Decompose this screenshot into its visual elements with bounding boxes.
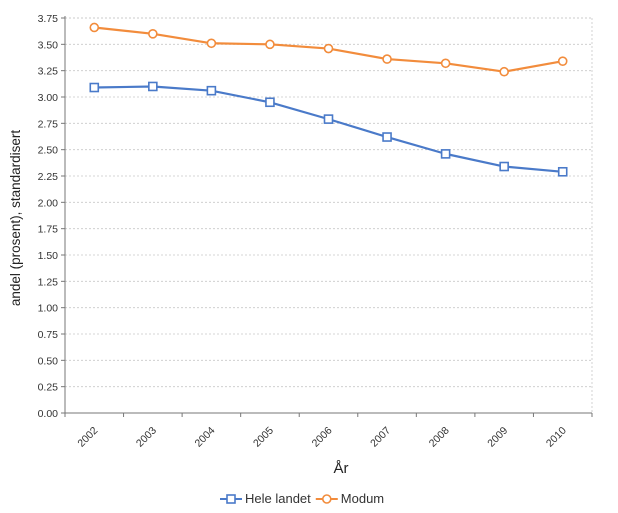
y-tick-label: 2.75: [38, 118, 59, 130]
x-tick-label: 2004: [193, 425, 218, 450]
x-tick-label: 2008: [427, 425, 452, 450]
legend-item-hele-landet: Hele landet: [220, 491, 311, 506]
x-tick-label: 2002: [75, 425, 100, 450]
y-tick-label: 2.25: [38, 171, 59, 183]
data-point-hele-landet: [265, 97, 275, 108]
data-point-hele-landet: [557, 166, 568, 177]
x-tick-label: 2007: [368, 425, 393, 450]
data-point-hele-landet: [499, 161, 509, 172]
y-tick-label: 2.50: [38, 145, 59, 157]
y-tick-label: 3.25: [38, 66, 59, 78]
legend-label: Modum: [341, 491, 384, 506]
y-tick-label: 2.00: [38, 197, 59, 209]
x-axis-label: År: [334, 460, 349, 477]
x-tick-label: 2005: [251, 425, 276, 450]
data-point-modum: [440, 58, 451, 69]
y-tick-label: 3.50: [38, 39, 59, 51]
y-tick-labels: 0.00 0.25 0.50 0.75 1.00 1.25 1.50 1.75 2.00 2.25…: [38, 13, 59, 420]
y-tick-label: 0.25: [38, 382, 59, 394]
y-tick-label: 1.25: [38, 276, 59, 288]
series-lines: [89, 22, 568, 177]
legend-circle-marker: [321, 494, 332, 504]
legend-label: Hele landet: [245, 491, 311, 506]
y-tick-label: 1.50: [38, 250, 59, 262]
data-point-modum: [557, 56, 568, 66]
x-tick-labels: 2002 2003 2004 2005 2006 2007 2008 2009 2010: [75, 425, 569, 450]
data-point-hele-landet: [206, 85, 217, 96]
axes: [61, 16, 593, 417]
gridlines: [65, 17, 593, 413]
y-tick-label: 3.00: [38, 92, 59, 104]
y-axis-label: andel (prosent), standardisert: [8, 130, 23, 307]
y-tick-label: 3.75: [38, 13, 59, 25]
data-point-modum: [382, 54, 392, 64]
series-line-hele-landet: [94, 85, 563, 173]
data-point-hele-landet: [89, 82, 100, 93]
data-point-modum: [323, 43, 334, 54]
data-point-hele-landet: [148, 81, 158, 92]
x-tick-label: 2003: [134, 425, 159, 450]
y-tick-label: 1.75: [38, 224, 59, 236]
y-tick-label: 0.50: [38, 355, 59, 367]
data-point-hele-landet: [323, 114, 334, 124]
legend: Hele landet Modum: [220, 491, 384, 506]
y-tick-label: 1.00: [38, 303, 59, 315]
data-point-modum: [499, 66, 509, 77]
legend-item-modum: Modum: [315, 491, 384, 506]
data-point-modum: [265, 39, 275, 50]
y-tick-label: 0.00: [38, 408, 59, 420]
x-tick-label: 2009: [485, 425, 510, 450]
data-point-modum: [148, 28, 158, 39]
data-point-modum: [206, 38, 217, 49]
x-tick-label: 2010: [544, 425, 569, 450]
legend-square-marker: [226, 494, 236, 504]
y-tick-label: 0.75: [38, 329, 59, 341]
data-point-hele-landet: [440, 149, 451, 159]
data-point-hele-landet: [382, 132, 392, 142]
x-tick-label: 2006: [310, 425, 335, 450]
data-point-modum: [89, 22, 100, 33]
